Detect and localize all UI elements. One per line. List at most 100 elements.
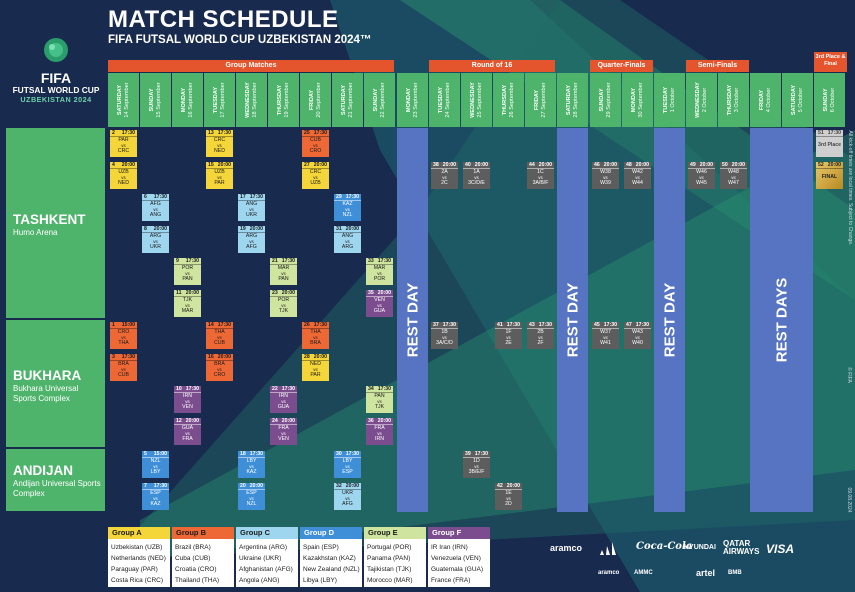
team-away: PAN [278,275,289,282]
logo-futsal-text: FUTSAL WORLD CUP [12,85,100,95]
match-card[interactable]: 5 15:00 NZL vs LBY [142,451,169,478]
match-card[interactable]: 44 20:00 1C vs 3A/B/F [527,162,554,189]
match-card[interactable]: 42 20:00 1E vs 2D [495,483,522,510]
match-card[interactable]: 14 17:30 THA vs CUB [206,322,233,349]
match-card[interactable]: 46 20:00 W38 vs W39 [592,162,619,189]
match-card[interactable]: 4 20:00 UZB vs NED [110,162,137,189]
match-card[interactable]: 7 17:30 ESP vs KAZ [142,483,169,510]
vs-label: vs [153,495,158,501]
match-card[interactable]: 8 20:00 ARG vs UKR [142,226,169,253]
team-away: POR [373,275,386,282]
match-card[interactable]: 13 17:30 CRC vs NED [206,130,233,157]
match-card[interactable]: 29 17:30 KAZ vs NZL [334,194,361,221]
match-card[interactable]: 19 20:00 ARG vs AFG [238,226,265,253]
team-away: VEN [182,403,193,410]
team-away: VEN [278,435,289,442]
match-card[interactable]: 20 20:00 ESP vs NZL [238,483,265,510]
kickoff-time: 17:30 [506,322,520,328]
match-card[interactable]: 17 17:30 ANG vs UKR [238,194,265,221]
match-card[interactable]: 11 20:00 TJK vs MAR [174,290,201,317]
group-name: Group E [364,527,426,539]
team-away: CRC [117,147,130,154]
logo-fifa-text: FIFA [40,70,72,86]
match-card[interactable]: 32 20:00 UKR vs AFG [334,483,361,510]
rest-day-label: REST DAY [661,282,678,358]
match-header: 45 17:30 [592,322,619,329]
stage-group-matches: Group Matches [108,60,394,72]
match-number: 46 [594,162,600,168]
team-home: BRA [214,360,225,367]
match-number: 13 [208,130,214,136]
group-team: Netherlands (NED) [111,555,166,562]
vs-label: vs [249,495,254,501]
match-card[interactable]: 51 17:30 3rd Place [816,130,843,157]
match-card[interactable]: 10 17:30 IRN vs VEN [174,386,201,413]
match-card[interactable]: 47 17:30 W43 vs W40 [624,322,651,349]
match-number: 19 [240,226,246,232]
match-card[interactable]: 48 20:00 W42 vs W44 [624,162,651,189]
match-card[interactable]: 22 17:30 IRN vs GUA [270,386,297,413]
match-header: 3 17:30 [110,354,137,361]
team-away: TJK [374,403,385,410]
team-away: W41 [600,339,611,346]
day-column-header: SATURDAY 14 September [108,73,139,127]
match-card[interactable]: 28 20:00 NED vs PAR [302,354,329,381]
match-card[interactable]: 49 20:00 W46 vs W45 [688,162,715,189]
match-card[interactable]: 24 20:00 FRA vs VEN [270,418,297,445]
date: 26 September [508,82,515,118]
match-card[interactable]: 37 17:30 1B vs 3A/C/D [431,322,458,349]
match-card[interactable]: 45 17:30 W37 vs W41 [592,322,619,349]
match-card[interactable]: 6 17:30 AFG vs ANG [142,194,169,221]
team-away: W44 [632,179,643,186]
match-card[interactable]: 16 20:00 BRA vs CRO [206,354,233,381]
match-card[interactable]: 39 17:30 1D vs 3B/E/F [463,451,490,478]
match-card[interactable]: 30 17:30 LBY vs ESP [334,451,361,478]
team-home: W38 [600,168,611,175]
match-card[interactable]: 27 20:00 CRC vs UZB [302,162,329,189]
match-card[interactable]: 31 20:00 ANG vs ARG [334,226,361,253]
match-card[interactable]: 3 17:30 BRA vs CUB [110,354,137,381]
match-card[interactable]: 12 20:00 GUA vs FRA [174,418,201,445]
team-away: NZL [246,500,257,507]
match-card[interactable]: 1 15:00 CRO vs THA [110,322,137,349]
match-header: 20 20:00 [238,483,265,490]
match-card[interactable]: 25 17:30 CUB vs CRO [302,130,329,157]
match-header: 14 17:30 [206,322,233,329]
weekday: FRIDAY [533,89,540,111]
vs-label: vs [313,366,318,372]
match-header: 32 20:00 [334,483,361,490]
kickoff-time: 17:30 [217,130,231,136]
match-card[interactable]: 9 17:30 POR vs PAN [174,258,201,285]
team-home: ARG [149,232,162,239]
match-card[interactable]: 21 17:30 MAR vs PAN [270,258,297,285]
match-card[interactable]: 34 17:30 PAN vs TJK [366,386,393,413]
match-card[interactable]: 40 20:00 1A vs 3C/D/E [463,162,490,189]
team-away: KAZ [246,468,257,475]
match-card[interactable]: 52 20:00 FINAL [816,162,843,189]
vs-label: vs [185,398,190,404]
vs-label: vs [377,430,382,436]
team-away: ANG [149,211,162,218]
match-number: 34 [368,386,374,392]
match-card[interactable]: 35 20:00 VEN vs GUA [366,290,393,317]
match-header: 34 17:30 [366,386,393,393]
team-home: FRA [278,424,289,431]
match-card[interactable]: 43 17:30 2B vs 2F [527,322,554,349]
match-number: 2 [112,130,115,136]
team-away: 3B/E/F [468,468,485,475]
match-card[interactable]: 2 17:30 PAR vs CRC [110,130,137,157]
team-home: FINAL [821,173,838,180]
match-card[interactable]: 33 17:30 MAR vs POR [366,258,393,285]
group-team: Tajikistan (TJK) [367,566,412,573]
match-card[interactable]: 41 17:30 1F vs 2E [495,322,522,349]
match-card[interactable]: 50 20:00 W48 vs W47 [720,162,747,189]
match-card[interactable]: 15 20:00 UZB vs PAR [206,162,233,189]
match-card[interactable]: 38 20:00 2A vs 2C [431,162,458,189]
match-card[interactable]: 26 17:30 THA vs BRA [302,322,329,349]
match-card[interactable]: 23 20:00 POR vs TJK [270,290,297,317]
match-number: 51 [818,130,824,136]
team-away: W39 [600,179,611,186]
match-card[interactable]: 36 20:00 FRA vs IRN [366,418,393,445]
copyright: © FIFA [846,367,852,383]
match-card[interactable]: 18 17:30 LBY vs KAZ [238,451,265,478]
